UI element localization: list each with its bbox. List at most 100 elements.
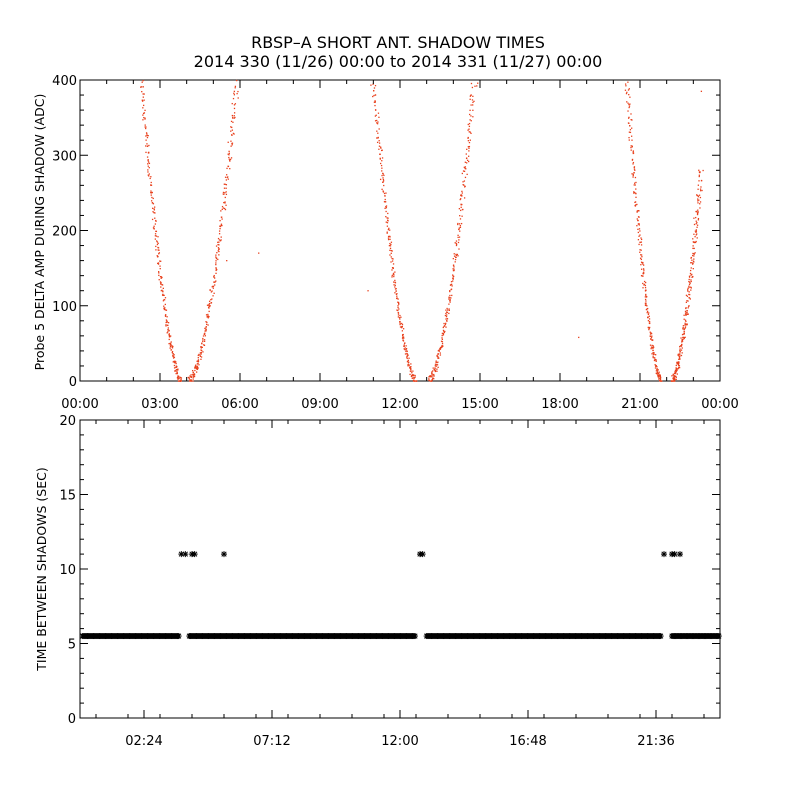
- top-data-point: [393, 284, 395, 286]
- top-data-point: [684, 324, 686, 326]
- top-data-point: [695, 240, 697, 243]
- top-data-point: [652, 353, 655, 355]
- top-data-point: [648, 320, 651, 323]
- top-data-point: [159, 265, 161, 267]
- top-data-point: [465, 153, 467, 155]
- top-data-point: [194, 365, 196, 368]
- top-data-point: [464, 161, 467, 163]
- bottom-x-tick-label: 02:24: [125, 734, 162, 749]
- top-data-point: [690, 267, 692, 269]
- top-data-point: [452, 264, 455, 267]
- top-data-point: [402, 328, 405, 330]
- top-data-point: [674, 369, 677, 372]
- top-data-point: [171, 351, 173, 354]
- top-data-point: [690, 279, 692, 281]
- top-data-point: [226, 167, 228, 170]
- top-data-point: [203, 344, 205, 346]
- top-data-point: [155, 235, 158, 237]
- top-data-point: [146, 145, 149, 148]
- top-data-point: [148, 173, 151, 175]
- top-data-point: [233, 112, 236, 114]
- top-data-point: [468, 125, 471, 128]
- top-data-point: [221, 216, 223, 218]
- top-data-point: [429, 375, 431, 377]
- top-data-point: [691, 259, 693, 261]
- top-data-point: [157, 247, 160, 249]
- top-data-point: [197, 360, 199, 362]
- top-data-point: [466, 159, 469, 162]
- top-data-point: [410, 363, 412, 365]
- top-data-point: [679, 357, 681, 359]
- top-data-point: [675, 369, 677, 371]
- top-data-point: [207, 313, 209, 316]
- top-data-point: [649, 335, 652, 337]
- top-data-point: [437, 366, 439, 368]
- top-data-point: [458, 248, 460, 250]
- top-data-point: [397, 298, 399, 300]
- top-data-point: [642, 261, 644, 264]
- top-data-point: [206, 315, 208, 318]
- top-data-point: [233, 90, 236, 93]
- top-data-point: [231, 142, 233, 145]
- top-data-point: [645, 294, 647, 296]
- top-data-point: [678, 355, 680, 357]
- top-data-point: [443, 331, 446, 334]
- top-data-point: [178, 377, 180, 380]
- top-data-point: [647, 320, 650, 322]
- top-data-point: [166, 320, 168, 322]
- top-data-point: [438, 357, 440, 359]
- top-data-point: [655, 359, 657, 361]
- top-data-point: [217, 247, 220, 249]
- top-data-point: [697, 188, 699, 190]
- top-data-point: [407, 354, 409, 356]
- top-data-point: [679, 353, 681, 355]
- top-data-point: [459, 215, 461, 217]
- top-data-point: [234, 85, 237, 88]
- top-data-point: [202, 340, 204, 343]
- top-data-point: [634, 182, 636, 184]
- top-data-point: [652, 355, 654, 357]
- top-data-point: [676, 363, 678, 365]
- top-data-point: [683, 318, 685, 320]
- top-data-point: [639, 249, 641, 251]
- top-data-point: [381, 160, 383, 162]
- top-data-point: [236, 92, 238, 95]
- baseline-point: [657, 633, 664, 640]
- top-data-point: [691, 273, 693, 276]
- top-data-point: [225, 191, 227, 193]
- top-data-point: [233, 104, 236, 106]
- top-data-point: [214, 277, 216, 279]
- top-data-point: [166, 332, 168, 334]
- top-data-point: [691, 263, 694, 265]
- top-data-point: [673, 380, 675, 382]
- top-data-point: [233, 107, 236, 110]
- top-data-point: [646, 312, 648, 314]
- top-data-point: [406, 352, 408, 355]
- top-data-point: [648, 318, 651, 320]
- top-data-point: [468, 150, 470, 152]
- top-data-point: [225, 204, 227, 206]
- top-data-point: [685, 307, 687, 310]
- top-data-point: [689, 272, 692, 275]
- top-data-point: [394, 279, 396, 282]
- top-data-point: [679, 348, 681, 350]
- top-y-tick-label: 0: [69, 375, 77, 390]
- top-data-point: [696, 221, 698, 224]
- top-data-point: [215, 268, 217, 270]
- top-data-point: [692, 275, 694, 278]
- top-data-point: [674, 371, 676, 373]
- top-data-point: [681, 341, 683, 343]
- top-data-point: [373, 90, 375, 92]
- top-data-point: [151, 191, 153, 194]
- top-data-point: [207, 324, 209, 326]
- top-data-point: [686, 323, 688, 326]
- top-data-point: [627, 117, 630, 119]
- top-data-point: [458, 236, 461, 238]
- top-data-point: [673, 378, 676, 380]
- top-data-point: [652, 349, 654, 352]
- top-data-point: [226, 174, 228, 176]
- top-data-point: [213, 276, 215, 278]
- top-data-point: [147, 160, 149, 162]
- top-data-point: [154, 217, 156, 219]
- top-data-point: [393, 275, 395, 278]
